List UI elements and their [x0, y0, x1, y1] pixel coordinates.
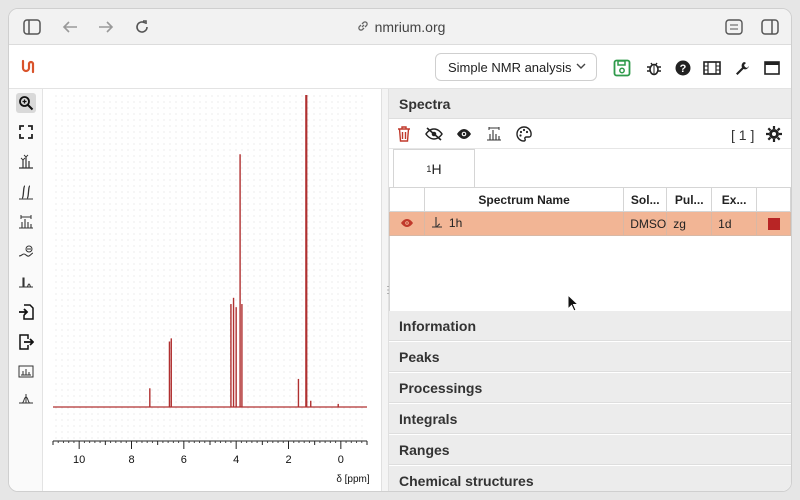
eye-icon[interactable]: [400, 217, 414, 231]
phase-icon[interactable]: [16, 272, 36, 292]
browser-toolbar: nmrium.org: [9, 9, 791, 45]
tab-label: H: [431, 160, 442, 177]
section-label: Integrals: [399, 411, 458, 427]
address-bar[interactable]: nmrium.org: [9, 19, 791, 35]
apodization-icon[interactable]: [16, 389, 36, 409]
color-column-header: [756, 187, 791, 212]
spectra-header-label: Spectra: [399, 96, 451, 112]
tune-icon[interactable]: [725, 18, 743, 36]
wrench-icon[interactable]: [733, 59, 751, 77]
x-tick-label: 0: [338, 454, 344, 466]
app-toolbar: Simple NMR analysis ?: [9, 45, 791, 89]
row-solvent-cell: DMSO: [623, 211, 668, 236]
fullscreen-icon[interactable]: [16, 122, 36, 142]
export-icon[interactable]: [16, 332, 36, 352]
svg-text:?: ?: [680, 63, 687, 75]
spectrum-1d-icon: [431, 216, 443, 231]
panel-resizer[interactable]: ⋮: [381, 89, 393, 491]
sidebar-icon[interactable]: [23, 18, 41, 36]
section-label: Chemical structures: [399, 473, 534, 489]
spectra-ranges-icon[interactable]: [485, 125, 503, 143]
bug-icon[interactable]: [645, 59, 663, 77]
color-swatch[interactable]: [767, 217, 780, 230]
row-experiment-cell: 1d: [711, 211, 758, 236]
section-chemical-structures[interactable]: Chemical structures: [389, 466, 791, 491]
forward-arrow-icon[interactable]: [97, 18, 115, 36]
column-header-pulse[interactable]: Pul...: [666, 187, 713, 212]
section-processings[interactable]: Processings: [389, 373, 791, 403]
section-ranges[interactable]: Ranges: [389, 435, 791, 465]
auto-ranges-icon[interactable]: [16, 212, 36, 232]
spectra-counter: [ 1 ]: [731, 127, 755, 143]
section-integrals[interactable]: Integrals: [389, 404, 791, 434]
column-header-solvent[interactable]: Sol...: [623, 187, 668, 212]
row-name-cell[interactable]: 1h: [423, 211, 625, 236]
spectra-section-header[interactable]: Spectra: [389, 89, 791, 119]
link-icon: [357, 19, 369, 35]
gear-icon[interactable]: [765, 125, 783, 143]
drag-handle-icon: ⋮: [383, 285, 393, 296]
help-icon[interactable]: ?: [674, 59, 692, 77]
zoom-icon[interactable]: [16, 93, 36, 113]
back-arrow-icon[interactable]: [61, 18, 79, 36]
trash-icon[interactable]: [395, 125, 413, 143]
reload-icon[interactable]: [133, 18, 151, 36]
mouse-cursor-icon: [567, 293, 580, 317]
chevron-down-icon: [576, 61, 586, 74]
x-tick-label: 4: [233, 454, 239, 466]
section-peaks[interactable]: Peaks: [389, 342, 791, 372]
row-name: 1h: [448, 216, 463, 230]
spectrum-chart[interactable]: 10 8 6 4 2 0 δ [ppm]: [43, 89, 381, 492]
x-tick-label: 10: [73, 454, 85, 466]
analysis-select[interactable]: Simple NMR analysis: [435, 53, 597, 81]
left-toolbar: [9, 89, 43, 491]
section-label: Information: [399, 318, 476, 334]
x-tick-label: 2: [285, 454, 291, 466]
table-row[interactable]: 1h DMSO zg 1d: [389, 211, 791, 236]
spectra-table: Spectrum Name Sol... Pul... Ex... 1h DMS: [389, 187, 791, 236]
section-label: Ranges: [399, 442, 450, 458]
url-text: nmrium.org: [374, 19, 446, 35]
save-icon[interactable]: [613, 59, 631, 77]
film-icon[interactable]: [703, 59, 721, 77]
x-tick-label: 6: [181, 454, 187, 466]
x-axis-label: δ [ppm]: [336, 474, 370, 485]
eye-slash-icon[interactable]: [425, 125, 443, 143]
spectrum-edit-icon[interactable]: [16, 361, 36, 381]
analysis-select-value: Simple NMR analysis: [448, 59, 572, 75]
spectrum-plot[interactable]: 10 8 6 4 2 0 δ [ppm]: [43, 89, 381, 492]
section-label: Peaks: [399, 349, 440, 365]
nmrium-logo-icon[interactable]: [20, 57, 38, 75]
baseline-icon[interactable]: [16, 242, 36, 262]
spectra-toolbar: [ 1 ]: [389, 119, 791, 149]
palette-icon[interactable]: [515, 125, 533, 143]
plot-grid: [53, 95, 367, 441]
x-tick-label: 8: [128, 454, 134, 466]
row-pulse-cell: zg: [666, 211, 713, 236]
visibility-column-header: [389, 187, 425, 212]
section-information[interactable]: Information: [389, 311, 791, 341]
row-visibility-cell[interactable]: [389, 211, 425, 236]
column-header-name[interactable]: Spectrum Name: [423, 187, 625, 212]
integral-icon[interactable]: [16, 182, 36, 202]
import-icon[interactable]: [16, 302, 36, 322]
window-icon[interactable]: [763, 59, 781, 77]
spectra-list-area: [389, 187, 791, 311]
tab-label-superscript: 1: [426, 163, 432, 174]
split-view-icon[interactable]: [761, 18, 779, 36]
column-header-experiment[interactable]: Ex...: [711, 187, 758, 212]
browser-window: nmrium.org Simple NMR analysis ?: [8, 8, 792, 492]
row-color-cell[interactable]: [756, 211, 791, 236]
table-header-row: Spectrum Name Sol... Pul... Ex...: [389, 187, 791, 212]
eye-icon[interactable]: [455, 125, 473, 143]
section-label: Processings: [399, 380, 483, 396]
peak-picking-icon[interactable]: [16, 152, 36, 172]
